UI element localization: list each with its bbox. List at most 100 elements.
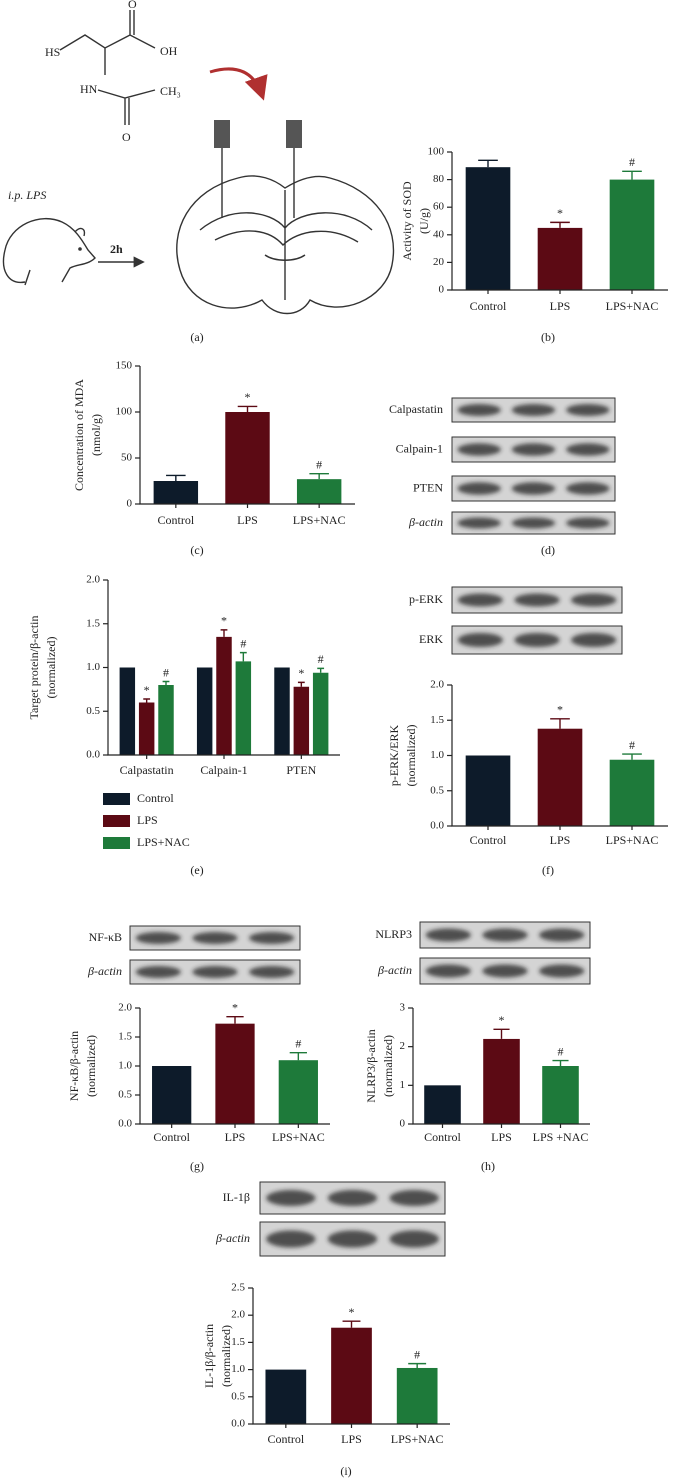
significance-mark: * xyxy=(144,683,150,697)
x-tick-label: LPS xyxy=(225,1130,246,1144)
blot-label: PTEN xyxy=(413,480,443,494)
error-bar xyxy=(342,1320,361,1328)
y-tick-label: 2.0 xyxy=(231,1309,245,1321)
significance-mark: * xyxy=(232,1000,238,1014)
y-tick-label: 2 xyxy=(400,1040,406,1052)
y-tick-label: 2.0 xyxy=(118,1002,132,1014)
bar xyxy=(265,1369,307,1424)
blot-band xyxy=(457,517,501,529)
error-bar xyxy=(289,1051,307,1061)
significance-mark: # xyxy=(295,1036,301,1050)
bar xyxy=(465,755,511,826)
blot-band xyxy=(539,964,585,978)
significance-mark: # xyxy=(318,652,324,666)
significance-mark: # xyxy=(240,636,246,650)
y-axis-label: NF-κB/β-actin xyxy=(67,1031,81,1101)
error-bar xyxy=(297,681,305,687)
y-tick-label: 1.5 xyxy=(430,714,444,726)
significance-mark: # xyxy=(558,1044,564,1058)
axis-line xyxy=(139,366,355,505)
bar xyxy=(396,1367,438,1424)
blot-band xyxy=(192,932,238,944)
blot-band xyxy=(514,593,560,607)
bar xyxy=(215,1023,255,1124)
bar xyxy=(312,672,329,755)
blot-band xyxy=(457,593,504,607)
y-tick-label: 0.0 xyxy=(231,1418,245,1430)
x-tick-label: LPS +NAC xyxy=(533,1130,589,1144)
bar xyxy=(542,1066,579,1124)
x-tick-label: LPS+NAC xyxy=(293,513,346,527)
bar xyxy=(225,412,270,504)
axis-line xyxy=(107,580,340,756)
blot-band xyxy=(571,593,617,607)
blot-band xyxy=(389,1230,439,1248)
y-tick-label: 1 xyxy=(400,1079,406,1091)
y-tick-label: 1.5 xyxy=(118,1031,132,1043)
significance-mark: # xyxy=(629,738,635,752)
axis-line xyxy=(252,1288,450,1425)
legend-label: Control xyxy=(137,791,174,805)
y-axis-label: Concentration of MDA xyxy=(72,379,86,491)
legend-swatch xyxy=(103,837,130,849)
bar xyxy=(537,227,583,290)
significance-mark: * xyxy=(298,666,304,680)
axis-line xyxy=(451,685,668,827)
x-tick-label: Calpain-1 xyxy=(200,763,247,777)
error-bar xyxy=(550,718,570,729)
y-axis-label: (normalized) xyxy=(84,1035,98,1097)
y-tick-label: 40 xyxy=(433,228,445,240)
error-bar xyxy=(237,405,258,412)
bar xyxy=(537,728,583,826)
y-tick-label: 0 xyxy=(439,284,445,296)
atom-label: HS xyxy=(45,45,60,59)
bar xyxy=(465,167,511,290)
significance-mark: # xyxy=(316,457,322,471)
blot-band xyxy=(511,404,556,416)
blot-band xyxy=(248,966,295,978)
y-tick-label: 80 xyxy=(433,173,445,185)
y-tick-label: 0.5 xyxy=(430,784,444,796)
y-tick-label: 0.5 xyxy=(118,1089,132,1101)
x-tick-label: Control xyxy=(424,1130,461,1144)
bar xyxy=(331,1327,372,1424)
y-tick-label: 0.0 xyxy=(86,749,100,761)
y-axis-label: IL-1β/β-actin xyxy=(202,1324,216,1388)
error-bar xyxy=(552,1059,569,1066)
y-tick-label: 0 xyxy=(127,498,133,510)
blot-band xyxy=(425,928,472,942)
error-bar xyxy=(478,159,498,168)
axis-line xyxy=(451,152,668,291)
legend-swatch xyxy=(103,793,130,805)
significance-mark: # xyxy=(629,155,635,169)
y-tick-label: 0 xyxy=(400,1118,406,1130)
y-tick-label: 100 xyxy=(428,146,445,158)
blot-band xyxy=(511,517,556,529)
blot-band xyxy=(457,633,504,647)
bar xyxy=(296,479,342,504)
y-axis-label: (nmol/g) xyxy=(89,414,103,456)
panel-label: (d) xyxy=(541,543,555,557)
error-bar xyxy=(317,667,325,673)
nac-structure: HS O OH HN CH₃ O xyxy=(45,0,268,144)
blot-band xyxy=(566,482,610,495)
blot-label: NF-κB xyxy=(89,930,122,944)
error-bar xyxy=(309,472,329,480)
error-bar xyxy=(622,170,642,180)
significance-mark: * xyxy=(245,390,251,404)
y-tick-label: 0.5 xyxy=(231,1390,245,1402)
y-tick-label: 1.0 xyxy=(118,1060,132,1072)
blot-band xyxy=(457,404,501,416)
blot-band xyxy=(457,482,501,495)
x-tick-label: Control xyxy=(153,1130,190,1144)
y-tick-label: 0.0 xyxy=(430,820,444,832)
x-tick-label: LPS xyxy=(550,833,571,847)
x-tick-label: LPS xyxy=(341,1432,362,1446)
blot-band xyxy=(266,1230,316,1248)
y-tick-label: 60 xyxy=(433,201,445,213)
blot-label: ERK xyxy=(419,632,443,646)
bar xyxy=(216,636,232,755)
bar xyxy=(152,1066,192,1124)
y-axis-label: (U/g) xyxy=(417,208,431,234)
